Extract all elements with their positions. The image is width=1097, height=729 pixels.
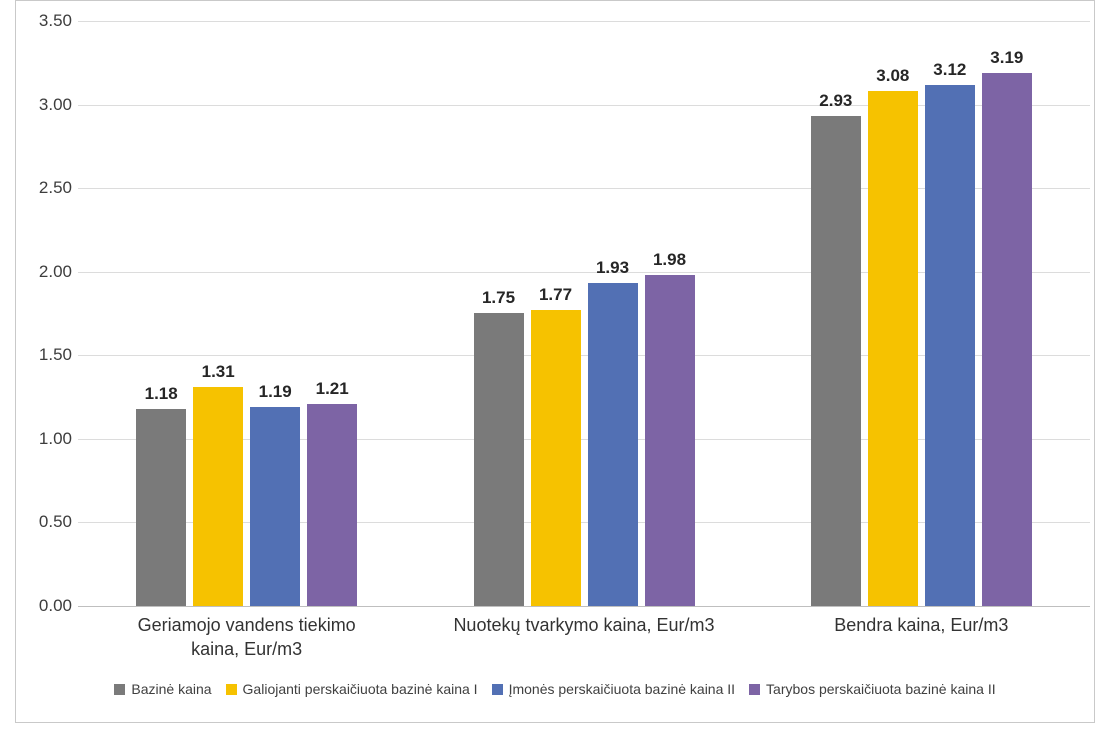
bar-value-label: 3.19: [990, 48, 1024, 67]
bar: [644, 275, 695, 606]
bar-column: 2.93: [810, 91, 861, 606]
x-category-label: Geriamojo vandens tiekimo kaina, Eur/m3: [137, 615, 356, 660]
bar: [924, 85, 975, 606]
y-tick-label: 0.50: [38, 512, 72, 532]
bar-value-label: 3.08: [876, 66, 910, 85]
y-tick-label: 0.00: [38, 596, 72, 615]
bar-column: 3.19: [981, 48, 1032, 606]
bar-column: 3.08: [867, 66, 918, 606]
bar: [867, 91, 918, 606]
legend-swatch-icon: [114, 683, 126, 695]
gridline: [78, 271, 1090, 273]
legend-item: Įmonės perskaičiuota bazinė kaina II: [491, 681, 736, 697]
legend-swatch-icon: [749, 683, 761, 695]
bar-value-label: 3.12: [933, 60, 967, 79]
bar: [587, 283, 638, 606]
bar: [810, 116, 861, 606]
y-tick-label: 1.00: [38, 428, 72, 448]
x-category-label: Bendra kaina, Eur/m3: [834, 615, 1009, 635]
y-tick-label: 2.50: [38, 178, 72, 198]
bar-column: 1.19: [250, 382, 301, 606]
bar: [193, 387, 244, 606]
y-axis: 0.00 0.50 1.00 1.50 2.00 2.50 3.00 3.50: [0, 11, 72, 615]
bar: [136, 409, 187, 606]
bar-value-label: 1.19: [258, 382, 292, 401]
gridline: [78, 438, 1090, 440]
legend-label: Galiojanti perskaičiuota bazinė kaina I: [242, 681, 478, 697]
bar: [981, 73, 1032, 606]
bar: [307, 404, 358, 606]
gridline: [78, 522, 1090, 524]
x-category-label: Nuotekų tvarkymo kaina, Eur/m3: [453, 615, 715, 635]
bar-value-label: 2.93: [819, 91, 853, 110]
gridline: [78, 104, 1090, 106]
bar-column: 1.21: [307, 379, 358, 606]
gridline: [78, 606, 1090, 607]
legend-swatch-icon: [225, 683, 237, 695]
legend-label: Tarybos perskaičiuota bazinė kaina II: [766, 681, 996, 697]
bar-column: 1.75: [473, 288, 524, 606]
y-tick-label: 2.00: [38, 261, 72, 281]
y-tick-label: 3.00: [38, 94, 72, 114]
gridline: [78, 21, 1090, 22]
legend-item: Galiojanti perskaičiuota bazinė kaina I: [225, 681, 478, 697]
bar: [250, 407, 301, 606]
bar-group: 1.18 1.31 1.19 1.21: [97, 362, 397, 606]
y-tick-label: 3.50: [38, 11, 72, 30]
bar-column: 1.98: [644, 250, 695, 606]
bar-value-label: 1.18: [144, 384, 178, 403]
legend-item: Tarybos perskaičiuota bazinė kaina II: [749, 681, 996, 697]
bar: [530, 310, 581, 606]
bar: [473, 313, 524, 606]
bar-column: 1.18: [136, 384, 187, 606]
legend-label: Bazinė kaina: [131, 681, 212, 697]
bar-value-label: 1.31: [201, 362, 235, 381]
gridline: [78, 188, 1090, 190]
bar-column: 1.31: [193, 362, 244, 606]
bar-value-label: 1.75: [481, 288, 516, 307]
legend-item: Bazinė kaina: [114, 681, 212, 697]
legend-label: Įmonės perskaičiuota bazinė kaina II: [508, 681, 736, 697]
legend: Bazinė kaina Galiojanti perskaičiuota baz…: [15, 681, 1095, 697]
bar-value-label: 1.98: [652, 250, 687, 269]
plot-area: [78, 21, 1090, 607]
legend-swatch-icon: [491, 683, 503, 695]
bar-column: 3.12: [924, 60, 975, 606]
bar-value-label: 1.93: [595, 258, 630, 277]
gridline: [78, 355, 1090, 357]
bar-value-label: 1.77: [538, 285, 573, 304]
bar-column: 1.77: [530, 285, 581, 606]
y-tick-label: 1.50: [38, 345, 72, 365]
bar-column: 1.93: [587, 258, 638, 606]
bar-group: 2.93 3.08 3.12 3.19: [771, 48, 1071, 606]
bar-value-label: 1.21: [315, 379, 349, 398]
bar-group: 1.75 1.77 1.93 1.98: [434, 250, 734, 606]
